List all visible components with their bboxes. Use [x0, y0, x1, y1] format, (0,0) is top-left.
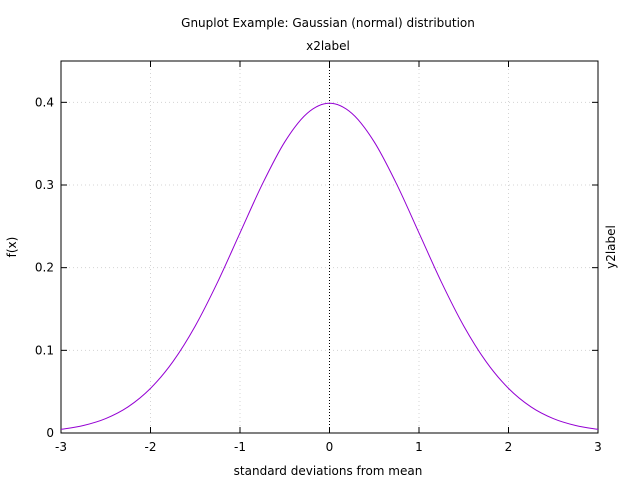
- x-tick-label: 3: [594, 440, 602, 454]
- x-axis-label: standard deviations from mean: [234, 464, 423, 478]
- series-layer: [60, 102, 599, 430]
- series-line: [60, 102, 599, 430]
- x-tick-label: -3: [55, 440, 67, 454]
- x-tick-label: 2: [505, 440, 513, 454]
- y-tick-label: 0.4: [35, 95, 54, 109]
- x-tick-label: -1: [234, 440, 246, 454]
- x2-axis-label: x2label: [306, 39, 350, 53]
- y-axis-label: f(x): [5, 237, 19, 258]
- x-tick-label: -2: [145, 440, 157, 454]
- x-tick-label: 0: [326, 440, 334, 454]
- y-tick-label: 0.1: [35, 343, 54, 357]
- chart-title: Gnuplot Example: Gaussian (normal) distr…: [181, 16, 475, 30]
- y2-axis-label: y2label: [604, 225, 618, 269]
- x-tick-label: 1: [415, 440, 423, 454]
- y-tick-label: 0: [46, 426, 54, 440]
- tick-layer: -3 -2 -1 0 1 2 3 0 0.1 0.2 0.3 0.4: [35, 61, 602, 454]
- y-tick-label: 0.2: [35, 261, 54, 275]
- y-tick-label: 0.3: [35, 178, 54, 192]
